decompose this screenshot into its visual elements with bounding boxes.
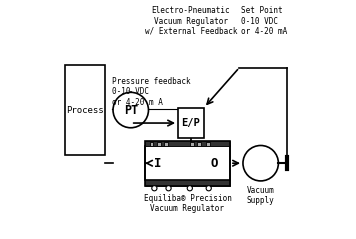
Bar bbox=[150, 142, 153, 146]
Bar bbox=[145, 146, 230, 180]
Circle shape bbox=[243, 146, 278, 181]
Bar bbox=[145, 141, 230, 146]
Text: O: O bbox=[211, 157, 218, 170]
Bar bbox=[164, 142, 168, 146]
Text: Electro-Pneumatic
Vacuum Regulator
w/ External Feedback: Electro-Pneumatic Vacuum Regulator w/ Ex… bbox=[145, 6, 237, 36]
Bar bbox=[145, 141, 230, 186]
Text: Vacuum
Supply: Vacuum Supply bbox=[247, 186, 274, 205]
Bar bbox=[178, 108, 204, 138]
Text: Process: Process bbox=[66, 106, 104, 114]
Bar bbox=[157, 142, 161, 146]
Text: Set Point
0-10 VDC
or 4-20 mA: Set Point 0-10 VDC or 4-20 mA bbox=[241, 6, 287, 36]
Circle shape bbox=[166, 186, 171, 191]
Text: Pressure feedback
0-10 VDC
or 4-20 m A: Pressure feedback 0-10 VDC or 4-20 m A bbox=[112, 77, 190, 107]
Circle shape bbox=[152, 186, 157, 191]
Text: PT: PT bbox=[124, 103, 138, 117]
Bar bbox=[64, 65, 105, 155]
Bar bbox=[145, 180, 230, 186]
Circle shape bbox=[206, 186, 211, 191]
Text: I: I bbox=[154, 157, 162, 170]
Circle shape bbox=[187, 186, 192, 191]
Text: E/P: E/P bbox=[182, 118, 200, 128]
Bar bbox=[197, 142, 201, 146]
Text: Equiliba® Precision
Vacuum Regulator: Equiliba® Precision Vacuum Regulator bbox=[143, 194, 231, 213]
Bar bbox=[190, 142, 194, 146]
Circle shape bbox=[113, 92, 148, 128]
Bar bbox=[206, 142, 210, 146]
